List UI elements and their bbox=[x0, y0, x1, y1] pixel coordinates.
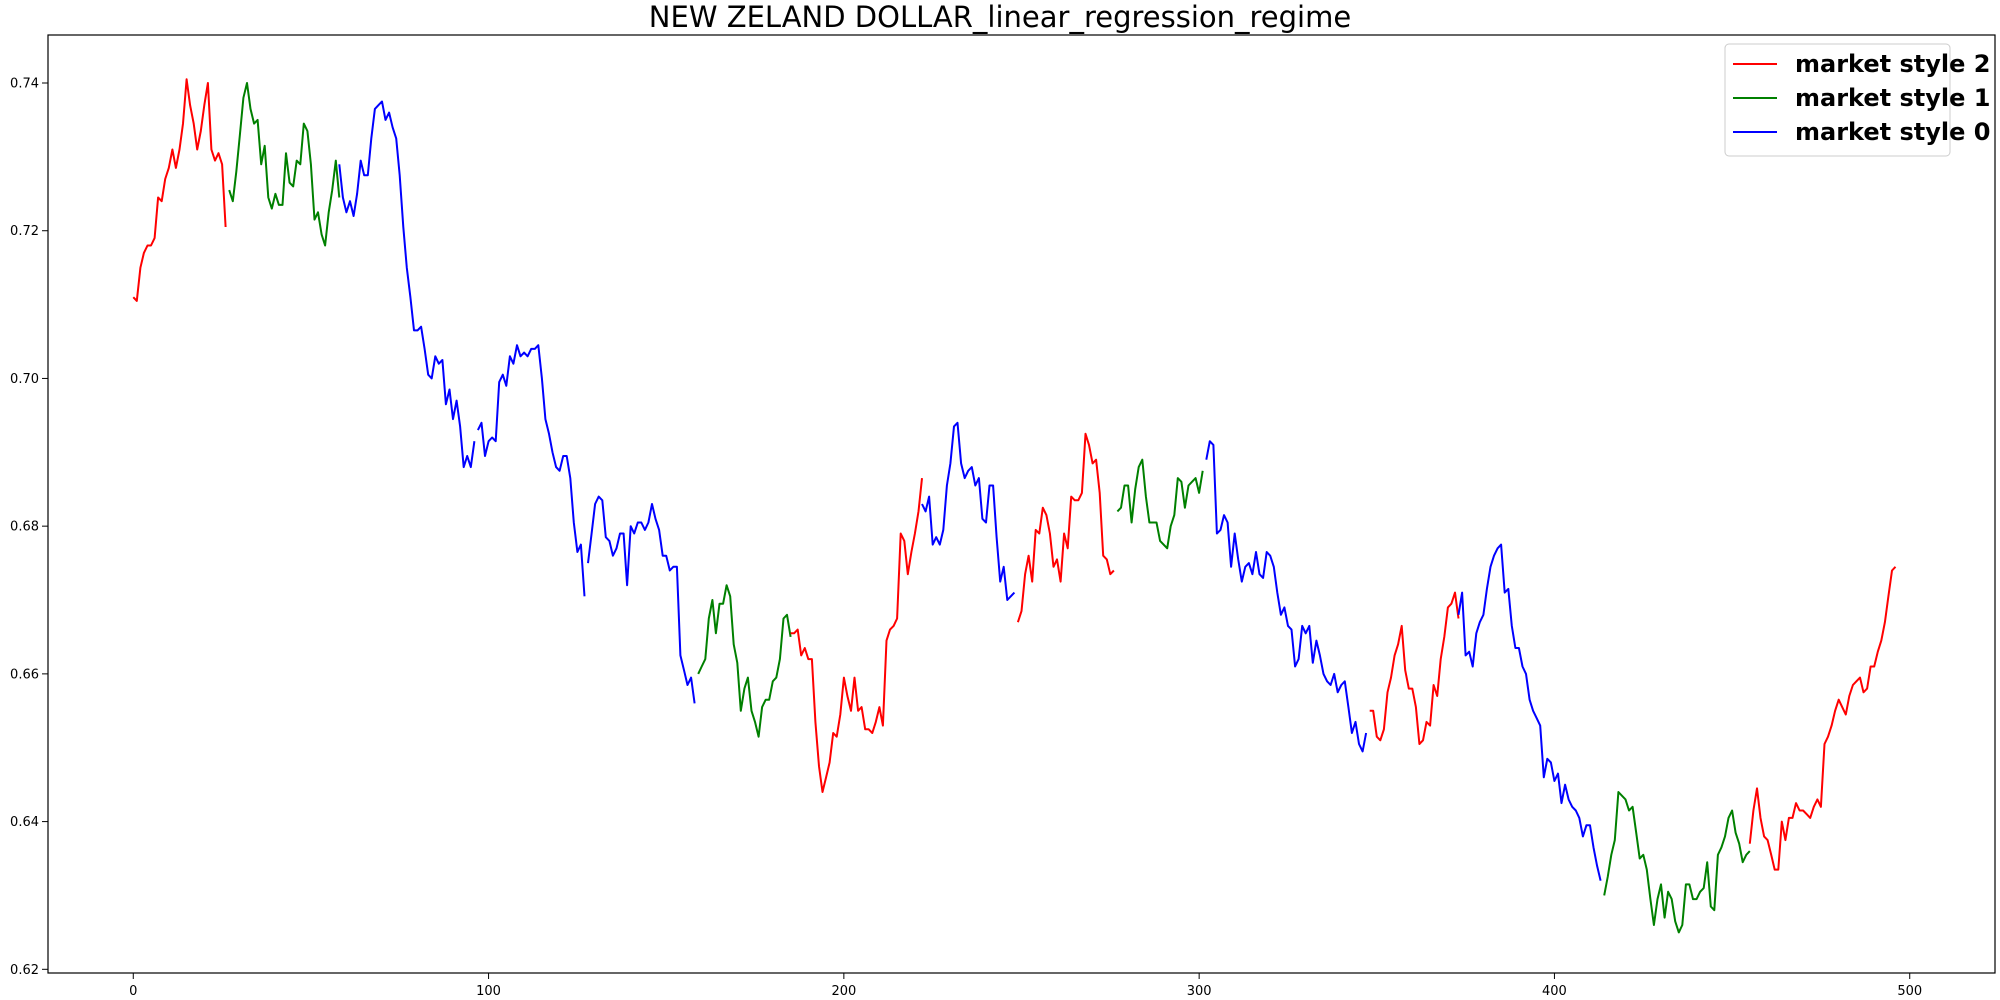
x-tick-label: 0 bbox=[129, 984, 137, 999]
series-line-market-style-1 bbox=[1116, 458, 1204, 550]
y-tick-label: 0.62 bbox=[10, 963, 39, 978]
series-line-market-style-1 bbox=[1603, 791, 1751, 934]
legend-label: market style 1 bbox=[1795, 84, 1990, 112]
chart-title: NEW ZELAND DOLLAR_linear_regression_regi… bbox=[648, 0, 1352, 34]
x-tick-label: 300 bbox=[1187, 984, 1212, 999]
legend: market style 2 market style 1 market style… bbox=[1724, 43, 1990, 157]
series-line-market-style-2 bbox=[1369, 591, 1460, 745]
legend-label: market style 2 bbox=[1795, 50, 1990, 78]
series-line-market-style-2 bbox=[132, 78, 227, 302]
y-tick-label: 0.74 bbox=[10, 77, 39, 92]
series-line-market-style-0 bbox=[1457, 543, 1602, 881]
legend-label: market style 0 bbox=[1795, 118, 1990, 146]
series-line-market-style-0 bbox=[338, 100, 476, 469]
series-line-market-style-2 bbox=[1016, 432, 1115, 623]
series-line-market-style-0 bbox=[921, 421, 1016, 601]
series-line-market-style-1 bbox=[228, 82, 341, 247]
legend-box bbox=[1724, 43, 1951, 157]
y-tick-label: 0.68 bbox=[10, 520, 39, 535]
y-tick-label: 0.72 bbox=[10, 224, 39, 239]
series-line-market-style-0 bbox=[477, 344, 586, 597]
series-line-market-style-2 bbox=[790, 477, 923, 793]
series-line-market-style-1 bbox=[697, 584, 792, 738]
x-tick-label: 100 bbox=[476, 984, 501, 999]
y-tick-label: 0.64 bbox=[10, 815, 39, 830]
x-tick-label: 200 bbox=[831, 984, 856, 999]
series-lines bbox=[132, 78, 1897, 934]
x-tick-label: 500 bbox=[1897, 984, 1922, 999]
y-tick-label: 0.70 bbox=[10, 372, 39, 387]
series-line-market-style-2 bbox=[1748, 566, 1897, 871]
series-line-market-style-0 bbox=[1205, 440, 1368, 753]
series-line-market-style-0 bbox=[587, 495, 696, 704]
axes: 0 100 200 300 400 500 0.62 0.64 0.66 0.68 0.70 0.72… bbox=[10, 34, 1996, 999]
x-tick-label: 400 bbox=[1542, 984, 1567, 999]
plot-frame bbox=[47, 34, 1996, 974]
y-tick-label: 0.66 bbox=[10, 667, 39, 682]
